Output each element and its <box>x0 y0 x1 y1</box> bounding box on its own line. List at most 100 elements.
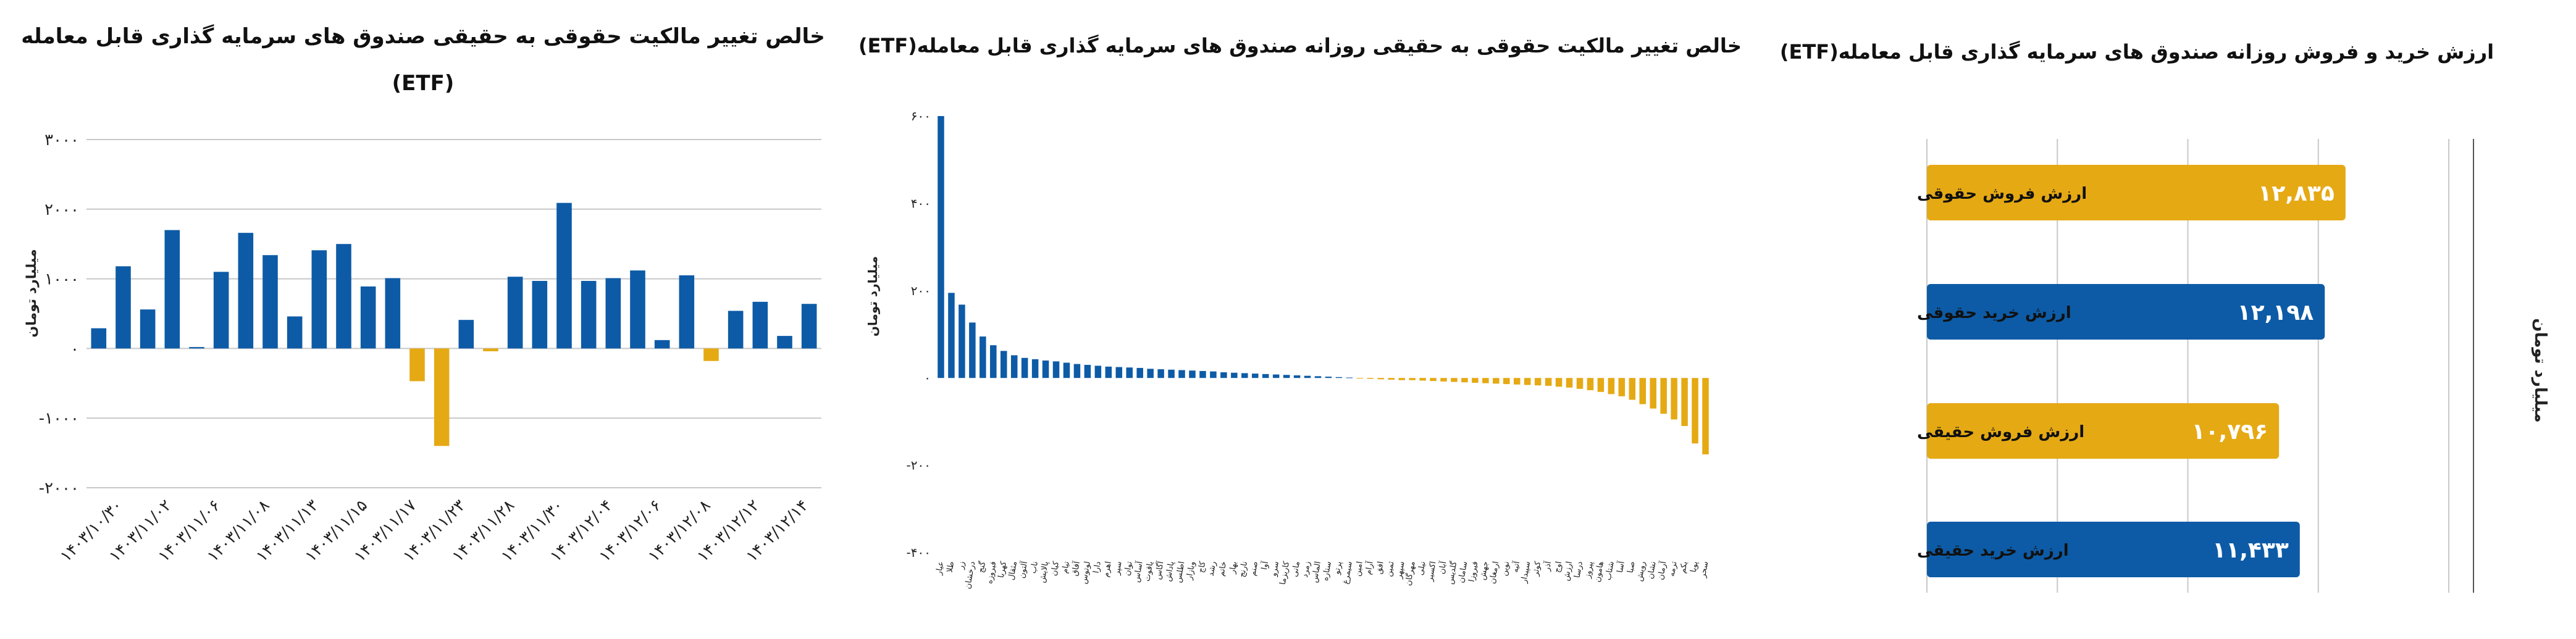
chart2-x-tick-label: عیار <box>934 561 946 576</box>
chart2-x-tick-label: زمرد <box>1301 561 1312 578</box>
chart2-bar <box>1534 378 1542 386</box>
chart1-bar <box>409 348 425 382</box>
chart2-bar <box>1440 378 1447 382</box>
chart2-x-tick-label: یکم <box>1678 561 1689 574</box>
chart2-bar <box>1252 374 1259 378</box>
chart2-x-tick-label: آساس <box>1131 559 1145 583</box>
chart2-y-tick-label: ۲۰۰ <box>911 283 931 298</box>
chart3-category-label: ارزش فروش حقوقی <box>1917 185 2087 203</box>
chart2-x-tick-label: آسا <box>1614 559 1627 574</box>
chart2-bar <box>1639 378 1647 404</box>
chart2-y-tick-label: ۰ <box>924 370 931 385</box>
chart2-bar <box>1283 375 1290 378</box>
chart2-bar <box>1126 367 1133 378</box>
chart1-bar <box>311 250 327 349</box>
chart2-x-tick-label: ارمغان <box>1488 561 1501 585</box>
chart1-bar <box>630 270 645 349</box>
chart2-x-tick-label: زر <box>956 561 967 570</box>
chart2-x-tick-label: شتاب <box>1604 561 1616 581</box>
chart2-bar <box>1388 378 1395 380</box>
chart2-x-tick-label: ناب <box>1029 561 1040 574</box>
chart1-bar <box>189 347 204 349</box>
chart2-x-tick-label: رشد <box>1206 561 1218 577</box>
chart1-bar <box>556 203 572 349</box>
chart2-x-tick-label: آبان <box>1436 559 1449 575</box>
chart2-x-tick-label: تیام <box>1060 561 1072 574</box>
chart1-bar <box>605 278 621 349</box>
chart2-bar <box>1210 371 1217 378</box>
chart3-bar <box>1927 403 2280 459</box>
chart2-x-tick-label: نارنج <box>1238 561 1249 578</box>
chart2-x-tick-label: آذر <box>1541 559 1553 572</box>
chart2-bar <box>1094 365 1102 378</box>
chart2-x-tick-label: دارا <box>1092 561 1103 574</box>
chart2-x-tick-label: خاتم <box>1217 561 1228 577</box>
chart2-bar <box>1482 378 1489 383</box>
chart2-x-tick-label: توان <box>1123 561 1135 577</box>
chart1-bar <box>140 309 156 349</box>
chart2-bar <box>1272 374 1280 378</box>
chart3-bar-value-label: ۱۲,۸۳۵ <box>2258 181 2335 206</box>
chart2-x-tick-label: نشان <box>1646 561 1658 580</box>
chart2-x-tick-label: فیروزه <box>985 561 998 585</box>
chart1-bar <box>507 277 523 349</box>
chart2-bar <box>1671 378 1677 420</box>
chart2-x-tick-label: ترمه <box>1668 561 1679 577</box>
chart2-x-tick-label: پاداش <box>1164 561 1177 582</box>
chart1-bar <box>777 336 792 349</box>
chart2-bar <box>990 345 997 378</box>
chart2-bar <box>1692 378 1698 444</box>
chart2-bar <box>969 322 976 378</box>
chart3-title: ارزش خرید و فروش روزانه صندوق های سرمایه… <box>1780 40 2494 64</box>
chart2-bar <box>1262 374 1269 378</box>
chart1-bar <box>458 320 474 349</box>
chart2-x-tick-label: فیروزا <box>1467 561 1480 583</box>
chart2-y-tick-label: ۶۰۰ <box>911 109 931 123</box>
chart2-y-tick-label: -۲۰۰ <box>907 458 931 473</box>
chart2-x-tick-label: آگاس <box>1152 559 1166 580</box>
chart2-x-tick-label: کاج <box>1196 560 1207 574</box>
chart2-x-tick-label: رویش <box>1635 561 1647 582</box>
chart2-bar <box>1168 369 1175 378</box>
chart2-bar <box>1031 359 1039 378</box>
chart2-bar <box>1451 378 1458 382</box>
chart2-bar <box>1702 378 1709 454</box>
chart1-subtitle: (ETF) <box>392 71 455 96</box>
chart2-bar <box>1241 373 1248 378</box>
chart1-y-tick-label: ۲۰۰۰ <box>44 201 79 219</box>
chart2-x-tick-label: گلدیس <box>1445 560 1459 585</box>
chart3-bar-value-label: ۱۲,۱۹۸ <box>2238 300 2314 325</box>
chart2-y-tick-label: ۴۰۰ <box>911 196 931 211</box>
chart2-bar <box>1555 378 1563 387</box>
chart2-x-tick-label: آتیه <box>1509 559 1522 573</box>
chart2-bar <box>1461 378 1468 383</box>
chart2-bar <box>1231 372 1238 378</box>
chart2-bar <box>1220 372 1227 378</box>
chart2-bar <box>1650 378 1656 409</box>
chart2-x-tick-label: نیلی <box>1416 561 1428 576</box>
chart2-bar <box>1115 367 1123 378</box>
chart2-x-tick-label: آرمان <box>1655 559 1669 580</box>
chart2-bar <box>1513 378 1521 385</box>
chart2-bar <box>1189 370 1196 378</box>
chart2-bar <box>1524 378 1531 385</box>
chart2-bar <box>1084 364 1091 378</box>
chart2-x-tick-label: کاریزما <box>1278 560 1292 585</box>
chart1-bar <box>336 244 351 349</box>
chart2-bar <box>1419 378 1426 381</box>
chart1-title: خالص تغییر مالکیت حقوقی به حقیقی صندوق ه… <box>21 24 824 49</box>
chart2-bar <box>1199 370 1206 378</box>
chart2-y-tick-label: -۴۰۰ <box>907 545 931 560</box>
chart2-bar <box>1000 351 1007 378</box>
chart3-category-label: ارزش خرید حقوقی <box>1917 304 2071 322</box>
chart2-bar <box>1681 378 1688 426</box>
chart1-bar <box>385 278 401 349</box>
chart2-x-tick-label: سپیدار <box>1519 561 1532 585</box>
chart2-x-tick-label: طلا <box>945 561 956 573</box>
chart2-bar <box>1021 357 1028 378</box>
chart2-bar <box>1660 378 1667 414</box>
chart2-bar <box>1042 360 1049 378</box>
chart2-bar <box>1010 355 1018 378</box>
chart2-bar <box>1545 378 1552 386</box>
chart2-x-tick-label: سپر <box>1112 561 1124 576</box>
